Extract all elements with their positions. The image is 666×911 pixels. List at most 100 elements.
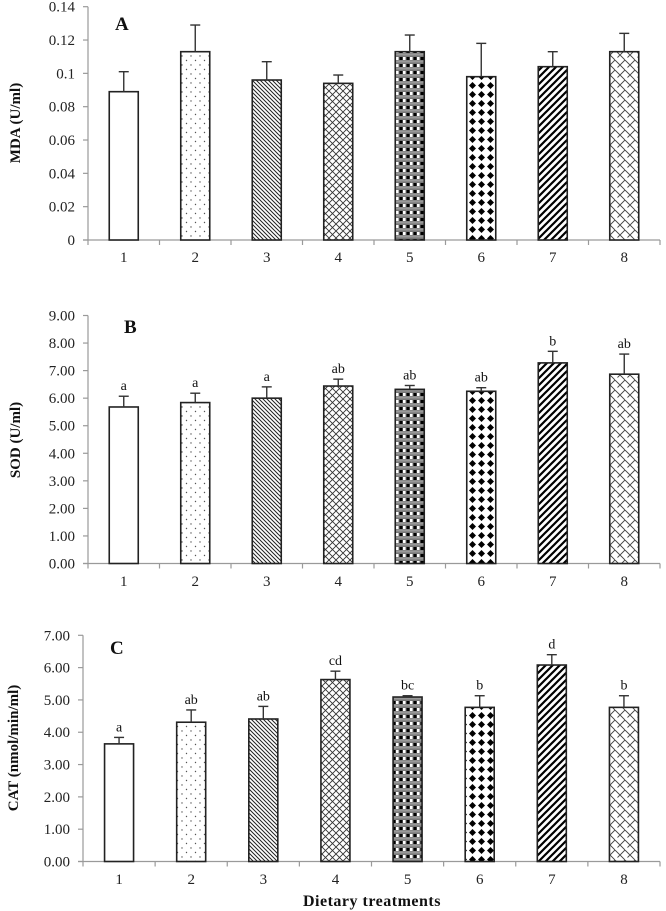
x-tick-label: 1 bbox=[120, 250, 128, 266]
x-tick-label: 3 bbox=[260, 872, 268, 888]
x-tick-label: 3 bbox=[263, 250, 271, 266]
y-tick-label: 0.12 bbox=[49, 33, 75, 49]
significance-label: ab bbox=[185, 693, 198, 708]
y-tick-label: 0.02 bbox=[49, 200, 75, 216]
significance-label: a bbox=[192, 376, 199, 391]
x-tick-label: 4 bbox=[335, 574, 343, 590]
x-tick-label: 5 bbox=[404, 872, 412, 888]
bar-1 bbox=[108, 406, 140, 565]
panel-title: A bbox=[115, 14, 129, 35]
significance-label: b bbox=[476, 679, 483, 694]
y-tick-label: 3.00 bbox=[49, 474, 75, 490]
x-tick-label: 1 bbox=[115, 872, 123, 888]
x-tick-label: 6 bbox=[478, 574, 486, 590]
x-tick-label: 5 bbox=[406, 250, 414, 266]
x-tick-label: 3 bbox=[263, 574, 271, 590]
y-tick-label: 0.14 bbox=[49, 0, 76, 16]
y-tick-label: 0.08 bbox=[49, 100, 75, 116]
significance-label: ab bbox=[618, 337, 631, 352]
y-axis-label: CAT (nmol/min/ml) bbox=[6, 685, 22, 812]
x-tick-label: 7 bbox=[549, 574, 557, 590]
y-axis-label: SOD (U/ml) bbox=[8, 402, 24, 478]
y-tick-label: 4.00 bbox=[49, 446, 75, 462]
y-tick-label: 9.00 bbox=[49, 309, 75, 325]
y-tick-label: 0.00 bbox=[49, 557, 75, 573]
x-tick-label: 1 bbox=[120, 574, 128, 590]
significance-label: ab bbox=[403, 368, 416, 383]
y-tick-label: 0.04 bbox=[49, 166, 76, 182]
y-axis-label: MDA (U/ml) bbox=[8, 83, 24, 163]
y-tick-label: 2.00 bbox=[49, 501, 75, 517]
bar-8 bbox=[608, 373, 640, 565]
y-tick-label: 1.00 bbox=[49, 529, 75, 545]
bar-7 bbox=[537, 65, 569, 241]
y-tick-label: 7.00 bbox=[44, 628, 70, 644]
y-tick-label: 0.00 bbox=[44, 855, 70, 871]
x-tick-label: 8 bbox=[621, 574, 629, 590]
x-axis-label: Dietary treatments bbox=[303, 893, 441, 910]
x-tick-label: 8 bbox=[621, 250, 629, 266]
x-tick-label: 8 bbox=[620, 872, 628, 888]
y-tick-label: 0.1 bbox=[56, 66, 75, 82]
x-tick-label: 4 bbox=[335, 250, 343, 266]
x-tick-label: 2 bbox=[192, 574, 200, 590]
significance-label: ab bbox=[332, 362, 345, 377]
bar-2 bbox=[179, 401, 211, 565]
bar-6 bbox=[465, 75, 497, 241]
significance-label: ab bbox=[257, 689, 270, 704]
bar-2 bbox=[179, 50, 211, 241]
bar-3 bbox=[248, 718, 279, 863]
x-tick-label: 4 bbox=[332, 872, 340, 888]
bar-1 bbox=[108, 90, 140, 241]
y-tick-label: 5.00 bbox=[44, 693, 70, 709]
y-tick-label: 6.00 bbox=[49, 391, 75, 407]
significance-label: ab bbox=[475, 371, 488, 386]
significance-label: a bbox=[121, 379, 128, 394]
x-tick-label: 2 bbox=[187, 872, 195, 888]
x-tick-label: 5 bbox=[406, 574, 414, 590]
x-tick-label: 7 bbox=[549, 250, 557, 266]
y-tick-label: 2.00 bbox=[44, 790, 70, 806]
bar-7 bbox=[536, 664, 568, 863]
significance-label: b bbox=[620, 679, 627, 694]
y-tick-label: 0 bbox=[68, 233, 76, 249]
bar-3 bbox=[251, 397, 283, 565]
bar-6 bbox=[464, 706, 495, 863]
significance-label: bc bbox=[401, 679, 414, 694]
panel-a: A MDA (U/ml) 0 0.02 0.04 0.06 0.08 0.1 0.12 0.1… bbox=[8, 0, 661, 266]
panel-title: B bbox=[124, 317, 137, 338]
panel-b: B SOD (U/ml) 0.00 1.00 2.00 3.00 4.00 5.00 6.0… bbox=[8, 309, 661, 590]
significance-label: d bbox=[548, 638, 555, 653]
bar-4 bbox=[322, 82, 354, 241]
y-tick-label: 4.00 bbox=[44, 725, 70, 741]
bar-5 bbox=[394, 50, 426, 241]
x-tick-label: 6 bbox=[478, 250, 486, 266]
bar-7 bbox=[537, 362, 569, 565]
bar-1 bbox=[103, 743, 135, 863]
bar-4 bbox=[320, 678, 351, 863]
bar-8 bbox=[608, 706, 640, 863]
panel-title: C bbox=[110, 638, 124, 659]
y-tick-label: 3.00 bbox=[44, 758, 70, 774]
y-tick-label: 0.06 bbox=[49, 133, 76, 149]
y-tick-label: 7.00 bbox=[49, 364, 75, 380]
x-tick-label: 6 bbox=[476, 872, 484, 888]
bar-3 bbox=[251, 79, 283, 241]
y-tick-label: 8.00 bbox=[49, 336, 75, 352]
significance-label: b bbox=[549, 334, 556, 349]
x-tick-label: 2 bbox=[192, 250, 200, 266]
bar-5 bbox=[392, 696, 423, 863]
x-tick-label: 7 bbox=[548, 872, 556, 888]
y-tick-label: 1.00 bbox=[44, 822, 70, 838]
bar-4 bbox=[322, 385, 354, 565]
bar-5 bbox=[394, 388, 426, 565]
significance-label: a bbox=[116, 720, 123, 735]
y-tick-label: 6.00 bbox=[44, 661, 70, 677]
significance-label: cd bbox=[329, 654, 342, 669]
bar-2 bbox=[175, 721, 207, 863]
bar-8 bbox=[608, 50, 640, 241]
significance-label: a bbox=[264, 370, 271, 385]
panel-c: C CAT (nmol/min/ml) Dietary treatments 0… bbox=[6, 628, 661, 910]
y-tick-label: 5.00 bbox=[49, 419, 75, 435]
